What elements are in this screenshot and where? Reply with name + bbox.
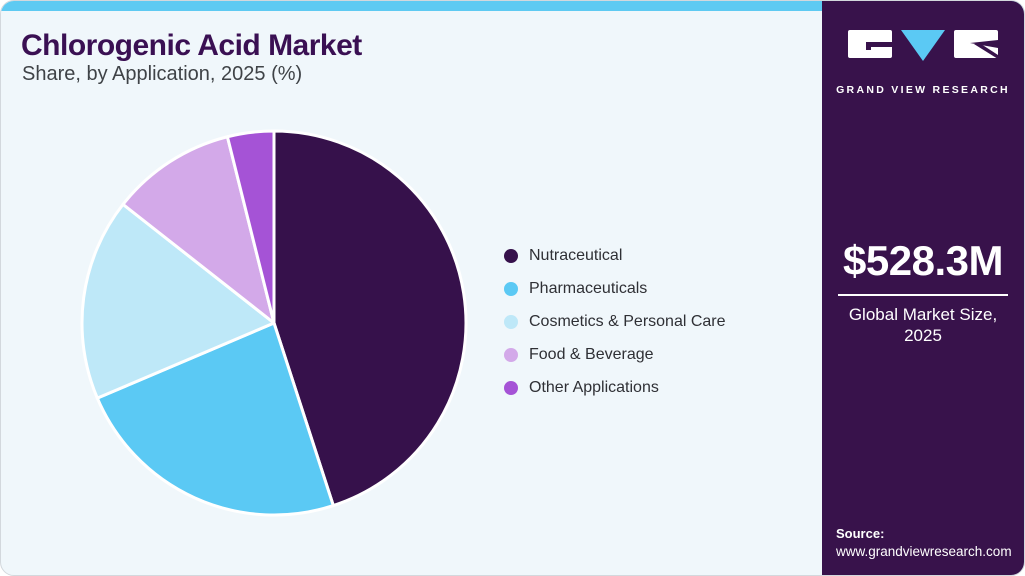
source-label: Source: xyxy=(836,526,885,541)
legend-dot xyxy=(504,381,518,395)
logo-r-cut xyxy=(970,40,998,48)
pie-slice-2 xyxy=(80,202,276,400)
top-accent-bar xyxy=(1,1,1024,11)
legend-dot xyxy=(504,348,518,362)
legend-item: Food & Beverage xyxy=(504,346,726,364)
pie-slice-0 xyxy=(272,129,468,508)
logo-v-triangle xyxy=(901,30,945,61)
legend-label: Other Applications xyxy=(529,379,659,396)
legend-item: Cosmetics & Personal Care xyxy=(504,313,726,331)
pie-slice-3 xyxy=(121,135,276,325)
legend-item: Other Applications xyxy=(504,379,726,397)
legend-label: Food & Beverage xyxy=(529,346,654,363)
market-size-divider xyxy=(838,294,1008,296)
page-title: Chlorogenic Acid Market xyxy=(21,29,362,62)
market-size-label: Global Market Size, 2025 xyxy=(848,305,998,346)
source-block: Source: www.grandviewresearch.com xyxy=(836,526,1012,559)
market-size-block: $528.3M Global Market Size, 2025 xyxy=(822,237,1024,347)
legend-label: Cosmetics & Personal Care xyxy=(529,313,726,330)
source-url: www.grandviewresearch.com xyxy=(836,544,1012,559)
legend-item: Pharmaceuticals xyxy=(504,280,726,298)
pie-slice-4 xyxy=(225,129,276,325)
logo-r-leg xyxy=(974,44,998,59)
market-size-value: $528.3M xyxy=(843,237,1003,284)
page-subtitle: Share, by Application, 2025 (%) xyxy=(22,63,303,85)
legend: Nutraceutical Pharmaceuticals Cosmetics & … xyxy=(504,247,726,412)
brand-name: GRAND VIEW RESEARCH xyxy=(836,84,1010,96)
gvr-logo: GRAND VIEW RESEARCH xyxy=(822,27,1024,96)
legend-dot xyxy=(504,282,518,296)
legend-label: Nutraceutical xyxy=(529,247,623,264)
legend-label: Pharmaceuticals xyxy=(529,280,648,297)
pie-slice-1 xyxy=(95,321,335,517)
legend-dot xyxy=(504,315,518,329)
pie-chart xyxy=(80,129,468,517)
sidebar: GRAND VIEW RESEARCH $528.3M Global Marke… xyxy=(822,1,1024,575)
chart-area: Chlorogenic Acid Market Share, by Applic… xyxy=(1,11,822,575)
legend-item: Nutraceutical xyxy=(504,247,726,265)
legend-dot xyxy=(504,249,518,263)
pie-chart-container xyxy=(79,128,469,518)
gvr-logo-mark xyxy=(848,30,998,61)
logo-g-cut xyxy=(866,42,892,50)
